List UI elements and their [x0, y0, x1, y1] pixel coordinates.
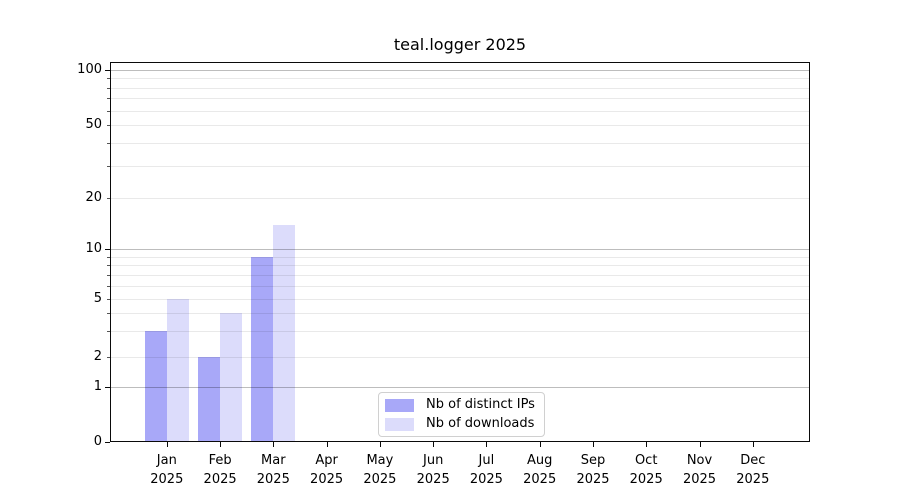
legend-label-distinct-ips: Nb of distinct IPs	[426, 397, 535, 412]
bar-downloads-mar	[273, 224, 296, 442]
x-tick-label-year: 2025	[203, 471, 237, 487]
legend-item-downloads: Nb of downloads	[385, 416, 536, 432]
x-tick-label-jul: Jul 2025	[454, 452, 518, 489]
gridline-2	[111, 357, 809, 358]
x-tick-label-apr: Apr 2025	[295, 452, 359, 489]
gridline-100	[111, 69, 809, 71]
y-tick-100	[105, 69, 110, 71]
gridline-80	[111, 87, 809, 89]
y-tick-0	[105, 442, 110, 443]
y-tick-1	[105, 387, 110, 388]
x-tick-label-year: 2025	[310, 471, 344, 487]
bar-distinct-ips-jan	[144, 331, 167, 442]
bar-distinct-ips-feb	[197, 357, 221, 442]
x-tick-label-year: 2025	[629, 471, 663, 487]
y-tick-label-0: 0	[93, 434, 102, 449]
y-tick-label-10: 10	[85, 241, 102, 257]
x-tick-label-oct: Oct 2025	[614, 452, 678, 489]
y-minor-tick-70	[107, 98, 110, 100]
y-tick-5	[107, 298, 110, 300]
x-tick-may	[379, 442, 381, 447]
y-minor-tick-4	[107, 312, 110, 314]
x-tick-label-year: 2025	[150, 471, 184, 487]
legend-item-distinct-ips: Nb of distinct IPs	[385, 397, 536, 413]
gridline-30	[111, 165, 809, 167]
y-tick-10	[105, 249, 110, 251]
gridline-6	[111, 285, 809, 287]
y-tick-label-1: 1	[93, 379, 102, 394]
y-tick-label-5: 5	[93, 290, 102, 306]
x-tick-aug	[539, 442, 541, 447]
x-tick-jul	[486, 442, 488, 447]
gridline-7	[111, 274, 809, 276]
gridline-20	[111, 198, 809, 200]
gridline-5	[111, 298, 809, 300]
x-tick-label-year: 2025	[416, 471, 450, 487]
x-tick-label-aug: Aug 2025	[508, 452, 572, 489]
x-tick-jun	[433, 442, 435, 447]
x-tick-oct	[646, 442, 648, 447]
gridline-50	[111, 125, 809, 126]
y-minor-tick-40	[107, 142, 110, 144]
y-tick-label-2: 2	[93, 349, 102, 364]
x-tick-nov	[699, 442, 701, 447]
gridline-90	[111, 78, 809, 80]
y-minor-tick-60	[107, 110, 110, 112]
gridline-10	[111, 249, 809, 251]
chart-title: teal.logger 2025	[393, 35, 527, 54]
x-tick-dec	[752, 442, 754, 447]
x-tick-jan	[166, 442, 168, 447]
legend: Nb of distinct IPs Nb of downloads	[378, 392, 545, 437]
y-minor-tick-9	[107, 256, 110, 258]
x-tick-label-year: 2025	[469, 471, 503, 487]
y-tick-20	[107, 198, 110, 200]
x-tick-label-year: 2025	[523, 471, 557, 487]
bar-downloads-feb	[220, 312, 243, 442]
legend-swatch-distinct-ips-icon	[385, 398, 414, 412]
x-tick-label-feb: Feb 2025	[188, 452, 252, 489]
gridline-1	[111, 387, 809, 388]
x-tick-label-year: 2025	[363, 471, 397, 487]
y-tick-2	[107, 357, 110, 358]
y-minor-tick-7	[107, 274, 110, 276]
legend-label-downloads: Nb of downloads	[426, 416, 535, 431]
gridline-9	[111, 256, 809, 258]
gridline-60	[111, 110, 809, 112]
y-minor-tick-3	[107, 331, 110, 333]
y-tick-label-20: 20	[85, 190, 102, 206]
gridline-4	[111, 312, 809, 314]
x-tick-label-may: May 2025	[348, 452, 412, 489]
y-tick-label-100: 100	[77, 61, 102, 77]
x-tick-sep	[593, 442, 594, 447]
bar-downloads-jan	[166, 298, 189, 442]
y-minor-tick-90	[107, 78, 110, 80]
y-minor-tick-6	[107, 285, 110, 287]
y-minor-tick-80	[107, 87, 110, 89]
x-tick-apr	[326, 442, 328, 447]
x-tick-label-year: 2025	[256, 471, 290, 487]
x-tick-feb	[220, 442, 222, 447]
y-tick-label-50: 50	[85, 117, 102, 132]
x-tick-label-year: 2025	[736, 471, 770, 487]
x-tick-label-mar: Mar 2025	[241, 452, 305, 489]
x-tick-label-dec: Dec 2025	[721, 452, 785, 489]
x-tick-label-nov: Nov 2025	[668, 452, 732, 489]
bar-distinct-ips-mar	[251, 256, 274, 442]
x-tick-label-year: 2025	[682, 471, 717, 487]
gridline-40	[111, 142, 809, 144]
y-tick-50	[107, 125, 110, 126]
x-tick-label-sep: Sep 2025	[561, 452, 625, 489]
gridline-8	[111, 265, 809, 267]
x-tick-label-year: 2025	[576, 471, 610, 487]
x-tick-label-jun: Jun 2025	[401, 452, 465, 489]
gridline-3	[111, 331, 809, 333]
gridline-70	[111, 98, 809, 100]
x-tick-mar	[273, 442, 275, 447]
legend-swatch-downloads-icon	[385, 417, 414, 431]
y-minor-tick-30	[107, 165, 110, 167]
y-minor-tick-8	[107, 265, 110, 267]
x-tick-label-jan: Jan 2025	[135, 452, 199, 489]
